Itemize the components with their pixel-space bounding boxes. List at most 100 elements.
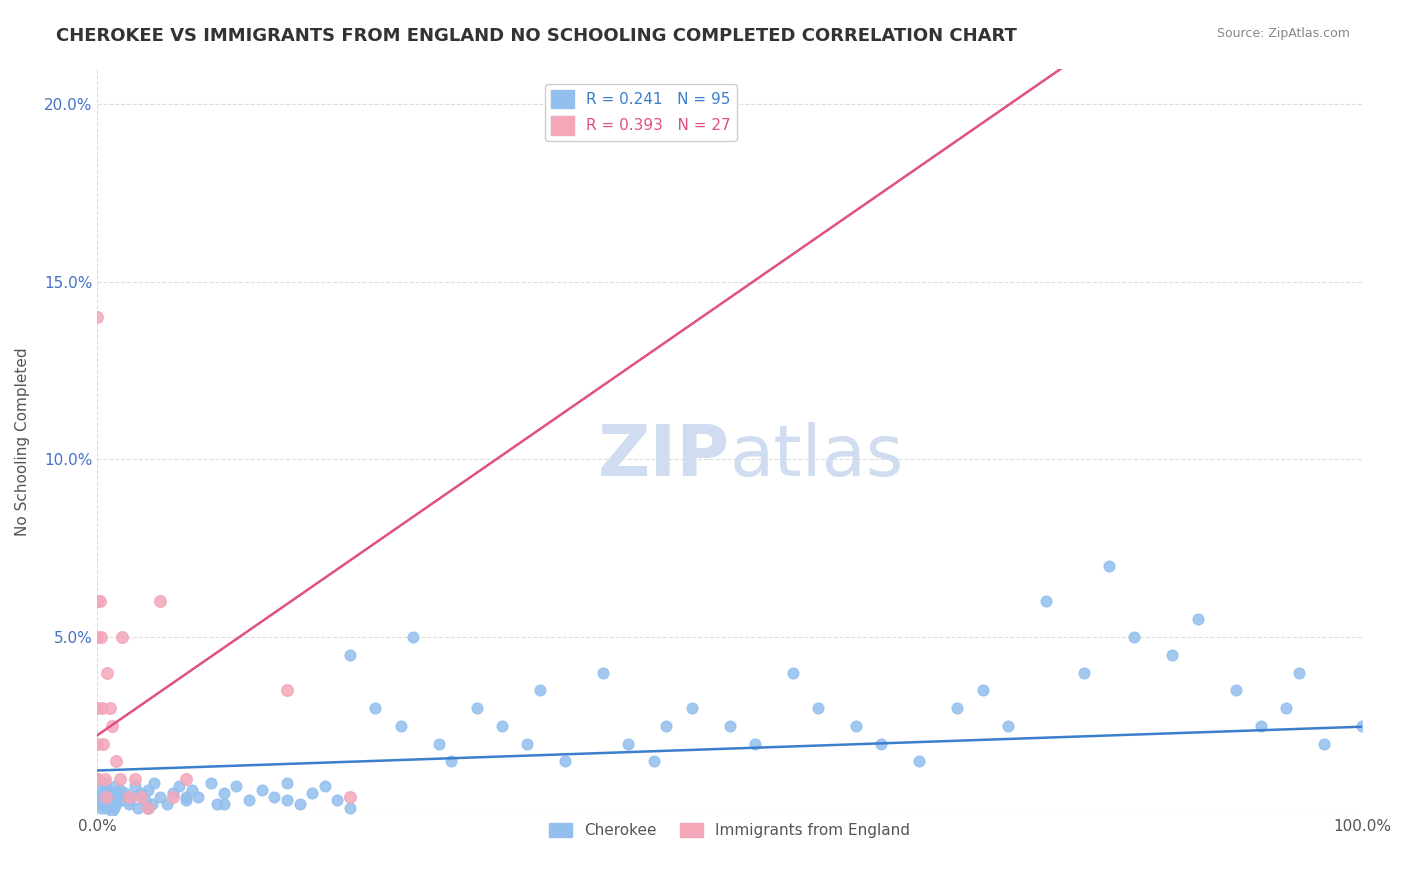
Point bbox=[288, 797, 311, 811]
Text: ZIP: ZIP bbox=[598, 422, 730, 491]
Point bbox=[105, 789, 128, 804]
Point bbox=[93, 737, 115, 751]
Point bbox=[364, 701, 387, 715]
Point bbox=[870, 737, 893, 751]
Point bbox=[91, 786, 114, 800]
Point bbox=[149, 789, 172, 804]
Point bbox=[134, 793, 156, 807]
Point bbox=[124, 779, 146, 793]
Point bbox=[174, 793, 197, 807]
Point bbox=[114, 786, 136, 800]
Point bbox=[86, 701, 108, 715]
Point bbox=[136, 800, 159, 814]
Point bbox=[90, 797, 112, 811]
Point bbox=[972, 683, 994, 698]
Point bbox=[101, 719, 124, 733]
Point bbox=[94, 800, 117, 814]
Point bbox=[1187, 612, 1209, 626]
Point bbox=[118, 789, 141, 804]
Point bbox=[250, 782, 273, 797]
Point bbox=[326, 793, 349, 807]
Point bbox=[143, 775, 166, 789]
Point bbox=[181, 782, 204, 797]
Point bbox=[1288, 665, 1310, 680]
Point bbox=[104, 779, 127, 793]
Point bbox=[212, 786, 235, 800]
Point bbox=[100, 793, 122, 807]
Point bbox=[238, 793, 260, 807]
Point bbox=[108, 772, 131, 786]
Point bbox=[1250, 719, 1272, 733]
Point bbox=[136, 800, 159, 814]
Point bbox=[97, 797, 120, 811]
Point bbox=[389, 719, 412, 733]
Point bbox=[529, 683, 551, 698]
Point bbox=[93, 793, 115, 807]
Point bbox=[807, 701, 830, 715]
Point bbox=[314, 779, 336, 793]
Point bbox=[87, 772, 110, 786]
Point bbox=[162, 789, 184, 804]
Point bbox=[103, 800, 125, 814]
Point bbox=[301, 786, 323, 800]
Point bbox=[207, 797, 229, 811]
Point bbox=[946, 701, 969, 715]
Point bbox=[94, 797, 117, 811]
Point bbox=[427, 737, 450, 751]
Point bbox=[643, 755, 665, 769]
Point bbox=[1035, 594, 1057, 608]
Point bbox=[86, 737, 108, 751]
Point bbox=[96, 665, 118, 680]
Text: atlas: atlas bbox=[730, 422, 904, 491]
Point bbox=[465, 701, 488, 715]
Point bbox=[89, 594, 111, 608]
Point bbox=[118, 793, 141, 807]
Point bbox=[592, 665, 614, 680]
Point bbox=[105, 755, 128, 769]
Point bbox=[554, 755, 576, 769]
Point bbox=[90, 800, 112, 814]
Point bbox=[98, 701, 121, 715]
Point bbox=[1161, 648, 1184, 662]
Point bbox=[263, 789, 285, 804]
Point bbox=[276, 793, 298, 807]
Point bbox=[440, 755, 463, 769]
Point bbox=[516, 737, 538, 751]
Point bbox=[162, 786, 184, 800]
Point bbox=[169, 779, 191, 793]
Point bbox=[124, 772, 146, 786]
Point bbox=[118, 797, 141, 811]
Text: CHEROKEE VS IMMIGRANTS FROM ENGLAND NO SCHOOLING COMPLETED CORRELATION CHART: CHEROKEE VS IMMIGRANTS FROM ENGLAND NO S… bbox=[56, 27, 1017, 45]
Point bbox=[1098, 558, 1121, 573]
Point bbox=[339, 800, 361, 814]
Point bbox=[101, 786, 124, 800]
Point bbox=[149, 594, 172, 608]
Point bbox=[91, 701, 114, 715]
Point bbox=[93, 772, 115, 786]
Point bbox=[89, 779, 111, 793]
Point bbox=[276, 775, 298, 789]
Point bbox=[225, 779, 247, 793]
Point bbox=[744, 737, 766, 751]
Point bbox=[491, 719, 513, 733]
Point bbox=[131, 786, 153, 800]
Point bbox=[111, 630, 134, 644]
Point bbox=[617, 737, 640, 751]
Point bbox=[339, 648, 361, 662]
Point bbox=[1351, 719, 1374, 733]
Legend: Cherokee, Immigrants from England: Cherokee, Immigrants from England bbox=[543, 817, 917, 845]
Point bbox=[108, 782, 131, 797]
Point bbox=[908, 755, 931, 769]
Point bbox=[402, 630, 425, 644]
Point bbox=[174, 789, 197, 804]
Point bbox=[1313, 737, 1336, 751]
Point bbox=[845, 719, 868, 733]
Point bbox=[131, 789, 153, 804]
Point bbox=[276, 683, 298, 698]
Point bbox=[718, 719, 741, 733]
Point bbox=[156, 797, 179, 811]
Point bbox=[681, 701, 703, 715]
Point bbox=[87, 789, 110, 804]
Point bbox=[1123, 630, 1146, 644]
Point bbox=[339, 789, 361, 804]
